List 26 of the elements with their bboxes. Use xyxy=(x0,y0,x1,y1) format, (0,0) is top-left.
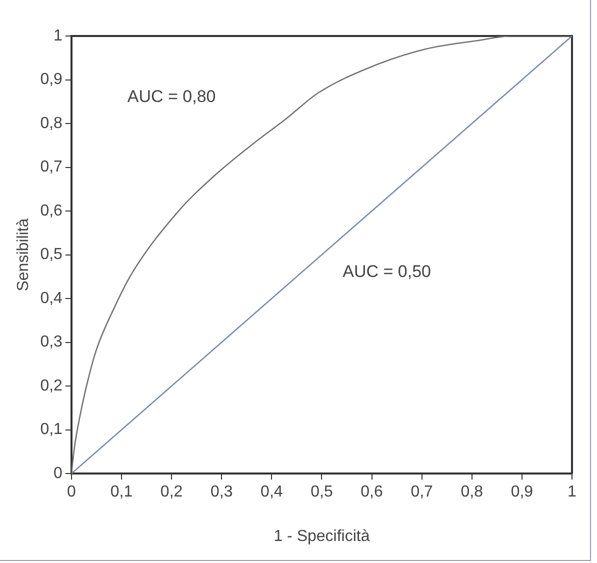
x-tick-label: 0,6 xyxy=(360,484,383,501)
x-tick-label: 0,4 xyxy=(260,484,283,501)
x-tick-label: 0,9 xyxy=(510,484,534,501)
y-tick-label: 0,6 xyxy=(40,202,63,220)
x-tick-label: 1 xyxy=(568,484,577,501)
y-tick-label: 0,7 xyxy=(40,158,63,176)
annotation: AUC = 0,50 xyxy=(342,262,431,281)
x-axis-title: 1 - Specificità xyxy=(274,528,370,545)
x-tick-label: 0,1 xyxy=(110,484,133,501)
y-tick-label: 0 xyxy=(54,465,63,482)
y-tick-label: 0,5 xyxy=(40,246,63,264)
x-tick-label: 0,7 xyxy=(410,484,434,501)
y-tick-label: 0,9 xyxy=(40,71,63,88)
y-tick-label: 0,2 xyxy=(40,377,63,394)
x-tick-label: 0,8 xyxy=(460,484,484,501)
x-tick-label: 0,5 xyxy=(310,484,333,501)
y-axis-title: Sensibilità xyxy=(15,218,32,292)
y-tick-label: 0,4 xyxy=(40,290,63,307)
y-tick-label: 1 xyxy=(54,27,63,44)
x-tick-label: 0 xyxy=(66,484,76,501)
x-tick-label: 0,2 xyxy=(160,484,183,501)
y-tick-label: 0,3 xyxy=(40,334,63,351)
annotation: AUC = 0,80 xyxy=(127,86,216,106)
y-tick-label: 0,1 xyxy=(40,421,63,438)
x-tick-label: 0,3 xyxy=(210,484,233,501)
y-tick-label: 0,8 xyxy=(40,114,63,132)
